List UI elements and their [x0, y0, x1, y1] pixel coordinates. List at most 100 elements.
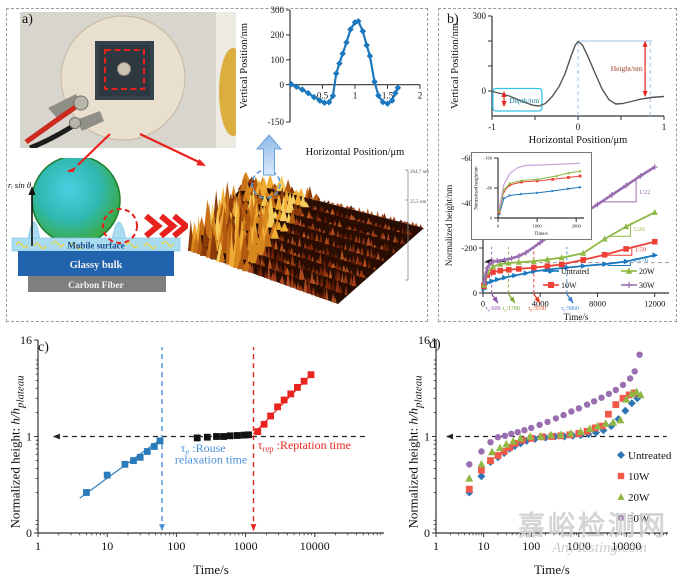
carbon-fiber-layer	[28, 276, 166, 292]
electrode-mark	[76, 111, 104, 131]
afm-terrain	[187, 171, 424, 304]
polymer-chains	[15, 240, 174, 250]
afm-scale-top-label: 264.7 nm	[410, 170, 429, 175]
watermark-cn: 嘉峪检测网	[518, 511, 668, 542]
svg-text:1/26: 1/26	[633, 226, 645, 233]
svg-text:-1: -1	[488, 122, 496, 132]
svg-text:Vertical Position/nm: Vertical Position/nm	[450, 23, 461, 109]
photo-callout-arrows	[67, 133, 206, 172]
svg-text:100: 100	[167, 539, 185, 553]
svg-text:300: 300	[473, 11, 487, 21]
svg-text:Depth/nm: Depth/nm	[509, 96, 539, 105]
droplet-spot	[117, 62, 131, 76]
svg-text:0.5: 0.5	[317, 91, 329, 101]
chevron-arrows-icon	[144, 213, 188, 239]
svg-text:Height/nm: Height/nm	[611, 64, 643, 73]
svg-text:0: 0	[497, 224, 500, 229]
svg-text:Normalized height/nm: Normalized height/nm	[475, 166, 480, 210]
svg-text:10: 10	[478, 539, 490, 553]
svg-text:τe​:5860: τe​:5860	[561, 306, 579, 312]
afm-scale-mid-label: 25.5 nm	[410, 200, 427, 205]
panel-a-label: a)	[22, 12, 33, 27]
svg-text:Time/s: Time/s	[534, 562, 570, 577]
svg-text:10W: 10W	[561, 281, 577, 290]
panel-b-label: b)	[447, 12, 459, 27]
svg-text:τrep​ :Reptation time: τrep​ :Reptation time	[258, 438, 351, 454]
roi-dashed-box	[104, 49, 145, 90]
svg-text:-80: -80	[486, 186, 493, 191]
svg-text:20W: 20W	[639, 267, 655, 276]
afm-to-profile-arrow-icon	[256, 134, 282, 176]
svg-text:τe​:3550: τe​:3550	[528, 306, 546, 312]
svg-text:10000: 10000	[611, 539, 641, 553]
svg-text:Time/s: Time/s	[534, 232, 547, 237]
svg-text:1/59: 1/59	[635, 246, 647, 253]
svg-text:30W: 30W	[628, 513, 650, 525]
panel-d-ylabel: Normalized height: h/hplateau	[405, 375, 425, 529]
svg-text:2: 2	[418, 91, 423, 101]
svg-text:1: 1	[424, 430, 430, 444]
svg-text:1: 1	[662, 122, 667, 132]
svg-text:10: 10	[101, 539, 113, 553]
glassy-bulk-label: Glassy bulk	[70, 260, 123, 271]
contact-ridge	[27, 221, 41, 241]
svg-text:relaxation time: relaxation time	[175, 453, 247, 467]
electrode-mark	[48, 94, 81, 119]
svg-text:-600: -600	[461, 153, 477, 163]
svg-text:Untreated: Untreated	[628, 450, 672, 462]
svg-text:1000: 1000	[533, 224, 543, 229]
svg-text:τe​:1780: τe​:1780	[502, 306, 520, 312]
svg-text:1: 1	[353, 91, 358, 101]
svg-text:1: 1	[433, 539, 439, 553]
afm-3d-image: 264.7 nm 25.5 nm	[187, 169, 429, 304]
svg-text:1: 1	[26, 430, 32, 444]
svg-text:16: 16	[20, 333, 32, 347]
panel-a-border	[6, 8, 428, 322]
chart-b-inset: 0 1000 2000 0 -80 -160 Time/s Normalized height…	[475, 156, 584, 237]
svg-text:τe​ :Rouse: τe​ :Rouse	[181, 441, 226, 457]
svg-text:1: 1	[35, 539, 41, 553]
svg-text:1.5: 1.5	[382, 91, 394, 101]
svg-text:τe​:600: τe​:600	[485, 306, 500, 312]
svg-text:4000: 4000	[532, 299, 549, 309]
svg-text:Untrated: Untrated	[561, 267, 589, 276]
panel-d-label: d)	[429, 337, 441, 352]
svg-text:Time/s: Time/s	[193, 562, 229, 577]
svg-text:30W: 30W	[639, 281, 655, 290]
svg-text:1000: 1000	[567, 539, 591, 553]
svg-text:1000: 1000	[234, 539, 258, 553]
svg-text:Normalized height/nm: Normalized height/nm	[444, 185, 454, 266]
svg-text:0: 0	[490, 216, 493, 221]
svg-text:0: 0	[481, 299, 485, 309]
chart-b-height-profile: -1 0 1 300 0 Horizontal Position/μm Vertical P…	[450, 11, 667, 146]
solder-bolt	[73, 95, 89, 111]
mobile-surface-label: Mobile surface	[67, 241, 124, 251]
svg-text:20W: 20W	[628, 492, 650, 504]
svg-text:Time/s: Time/s	[564, 312, 589, 322]
glassy-bulk-layer	[18, 251, 174, 276]
svg-text:-400: -400	[461, 198, 477, 208]
svg-text:8000: 8000	[589, 299, 606, 309]
svg-text:1/176: 1/176	[633, 257, 649, 264]
ridge-height-label: rᵢ sin θ	[8, 180, 31, 190]
chart-b-inset-frame: 0 1000 2000 0 -80 -160 Time/s Normalized height…	[471, 152, 592, 240]
contact-ridge	[111, 221, 127, 241]
solder-bolt	[69, 117, 81, 129]
kapton-tape	[219, 48, 236, 136]
chart-a-height-profile: 0.5 1 1.5 2 300 200 100 0 -150 Horizontal Positio…	[239, 5, 423, 158]
svg-text:0: 0	[482, 86, 487, 96]
panel-c-label: c)	[38, 340, 49, 355]
svg-text:16: 16	[418, 333, 430, 347]
svg-text:-160: -160	[484, 156, 493, 161]
svg-text:2000: 2000	[572, 224, 582, 229]
carbon-fiber-label: Carbon Fiber	[68, 281, 124, 291]
chart-b-normalized-height-vs-time: 0 4000 8000 12000 0 -200 -400 -600 Time/s Normali…	[444, 153, 669, 322]
svg-text:200: 200	[271, 30, 285, 40]
svg-text:100: 100	[522, 539, 540, 553]
panel-b-border	[438, 8, 677, 322]
svg-text:0: 0	[473, 288, 477, 298]
svg-text:100: 100	[271, 55, 285, 65]
svg-text:0: 0	[424, 526, 430, 540]
